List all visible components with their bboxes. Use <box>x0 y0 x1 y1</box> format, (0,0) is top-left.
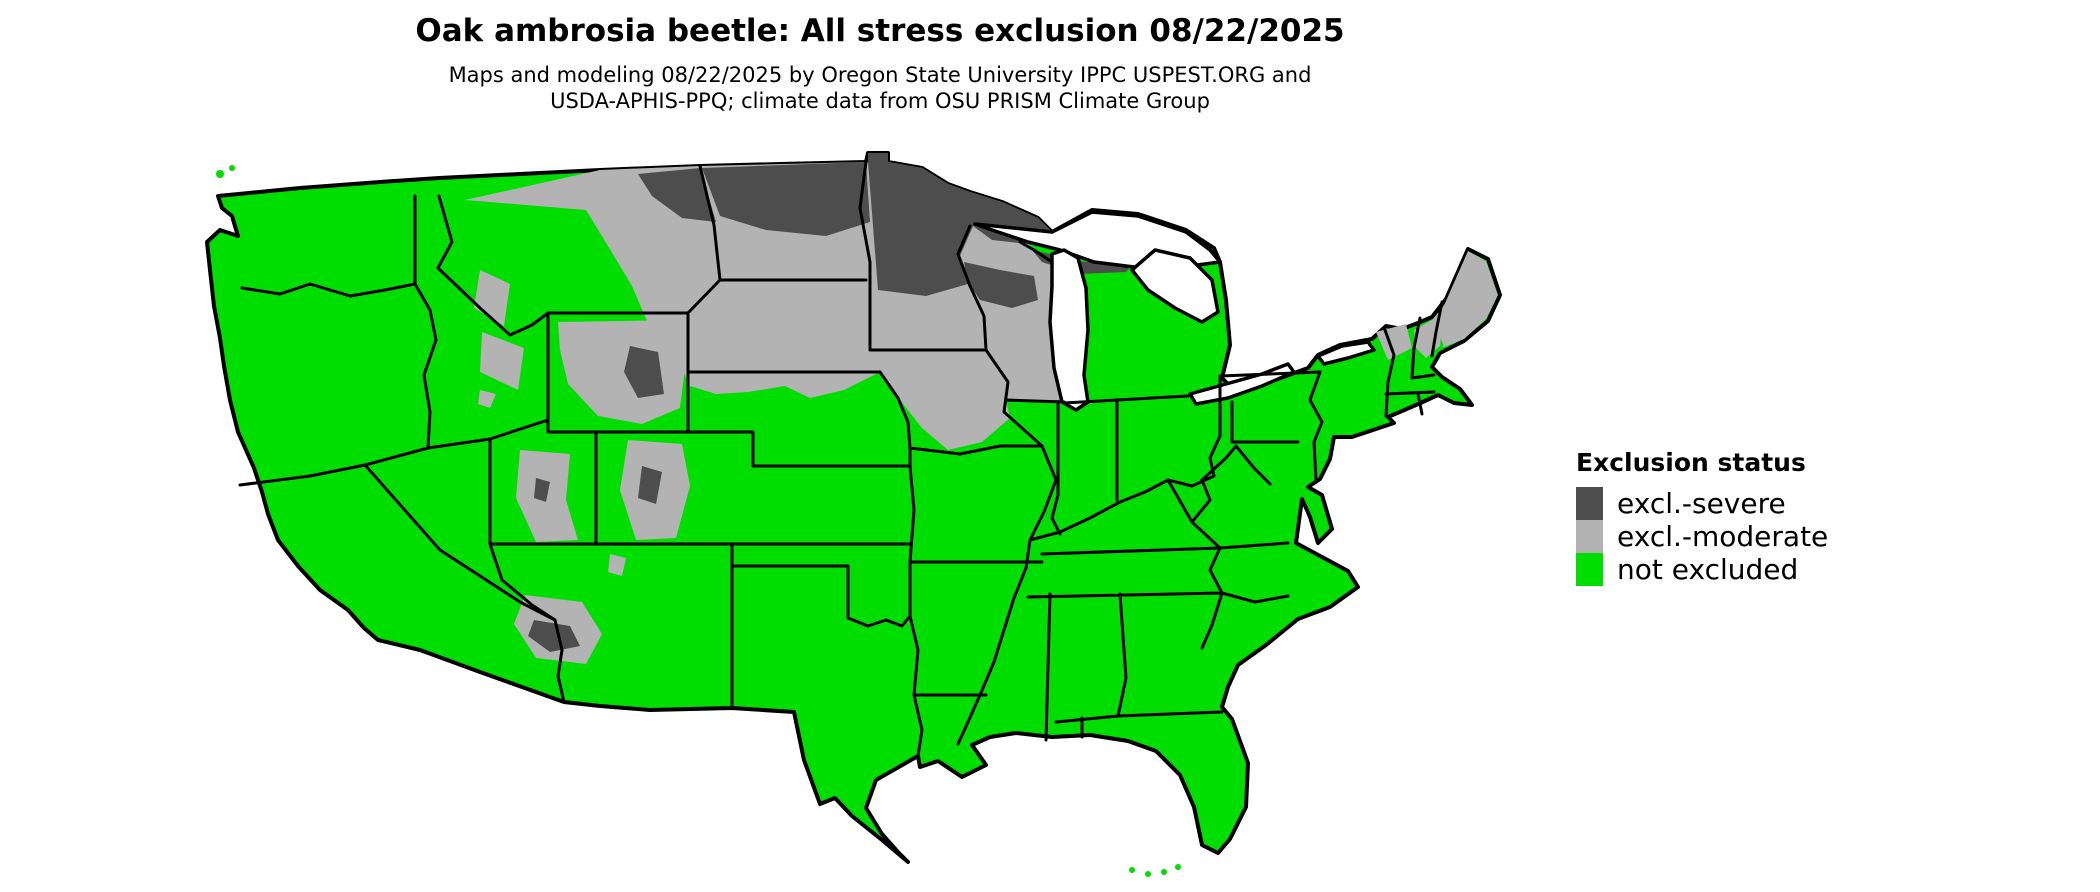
legend-item-not-excluded: not excluded <box>1576 553 1828 586</box>
page-title: Oak ambrosia beetle: All stress exclusio… <box>415 13 1345 49</box>
subtitle-line-1: Maps and modeling 08/22/2025 by Oregon S… <box>448 62 1312 87</box>
us-exclusion-map <box>180 150 1530 890</box>
page-subtitle: Maps and modeling 08/22/2025 by Oregon S… <box>180 62 1580 114</box>
legend-swatch-severe <box>1576 487 1603 520</box>
legend-label-moderate: excl.-moderate <box>1617 519 1829 553</box>
lake-huron <box>1130 248 1220 324</box>
legend-title: Exclusion status <box>1576 448 1806 477</box>
us-map-svg <box>205 151 1502 877</box>
legend-label-severe: excl.-severe <box>1617 486 1786 520</box>
nation-outline <box>205 151 1502 877</box>
legend-label-not-excluded: not excluded <box>1617 552 1799 586</box>
legend-swatch-not-excluded <box>1576 553 1603 586</box>
legend-rows: excl.-severe excl.-moderate not excluded <box>1576 487 1828 586</box>
legend-item-moderate: excl.-moderate <box>1576 520 1828 553</box>
map-header: Oak ambrosia beetle: All stress exclusio… <box>180 13 1580 114</box>
subtitle-line-2: USDA-APHIS-PPQ; climate data from OSU PR… <box>550 88 1210 113</box>
legend-item-severe: excl.-severe <box>1576 487 1828 520</box>
legend-swatch-moderate <box>1576 520 1603 553</box>
map-legend: Exclusion status excl.-severe excl.-mode… <box>1576 448 1828 586</box>
lake-ontario <box>1316 340 1376 366</box>
small-islands <box>216 165 1181 877</box>
region-excl-severe <box>528 153 1138 652</box>
state-borders <box>238 160 1444 758</box>
